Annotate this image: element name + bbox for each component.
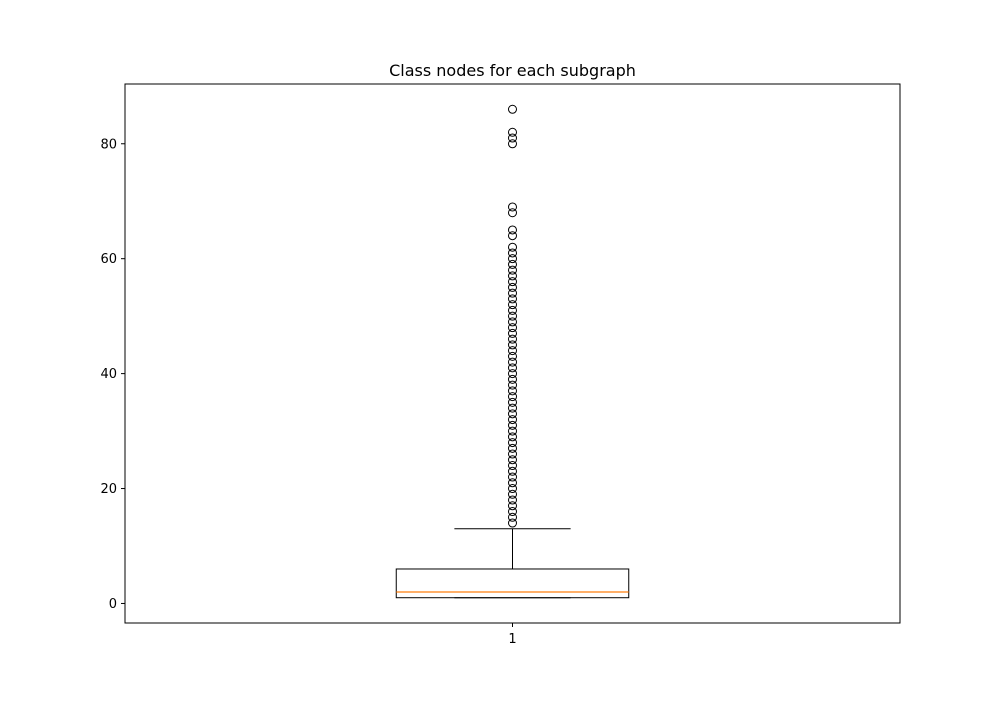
outlier-point — [508, 300, 517, 310]
outlier-point — [508, 323, 517, 333]
outlier-point — [508, 334, 517, 344]
outlier-point — [508, 294, 517, 304]
outlier-point — [508, 495, 517, 505]
outlier-point — [508, 346, 517, 356]
outlier-point — [508, 277, 517, 287]
outlier-point — [508, 455, 517, 465]
outlier-point — [508, 374, 517, 384]
outlier-point — [508, 305, 517, 315]
outlier-point — [508, 380, 517, 390]
outlier-point — [508, 392, 517, 402]
outlier-point — [508, 415, 517, 425]
outlier-point — [508, 351, 517, 361]
outlier-point — [508, 317, 517, 327]
outlier-point — [508, 512, 517, 522]
outlier-point — [508, 472, 517, 482]
outlier-point — [508, 225, 517, 235]
y-axis: 0 20 40 60 80 — [100, 137, 125, 612]
outlier-point — [508, 426, 517, 436]
outlier-point — [508, 369, 517, 379]
outlier-point — [508, 133, 517, 143]
outlier-point — [508, 420, 517, 430]
y-tick-label: 20 — [100, 482, 117, 497]
outlier-point — [508, 208, 517, 218]
outlier-point — [508, 432, 517, 442]
outlier-point — [508, 501, 517, 511]
outlier-point — [508, 202, 517, 212]
outlier-point — [508, 443, 517, 453]
outlier-point — [508, 397, 517, 407]
outlier-point — [508, 466, 517, 476]
outlier-point — [508, 328, 517, 338]
outlier-point — [508, 254, 517, 264]
outlier-point — [508, 363, 517, 373]
outlier-point — [508, 484, 517, 494]
outlier-point — [508, 248, 517, 258]
outlier-point — [508, 282, 517, 292]
outlier-point — [508, 507, 517, 517]
chart-title: Class nodes for each subgraph — [389, 61, 636, 80]
outlier-point — [508, 139, 517, 149]
iqr-box — [395, 568, 630, 599]
outlier-point — [508, 449, 517, 459]
x-tick-label: 1 — [508, 632, 516, 647]
outlier-point — [508, 104, 517, 114]
y-tick-label: 60 — [100, 252, 117, 267]
outlier-point — [508, 461, 517, 471]
box-marks — [395, 104, 630, 599]
outlier-point — [508, 231, 517, 241]
x-axis: 1 — [508, 623, 517, 647]
y-tick-label: 40 — [100, 367, 117, 382]
outlier-point — [508, 403, 517, 413]
outlier-point — [508, 386, 517, 396]
outlier-point — [508, 340, 517, 350]
box-1 — [395, 104, 630, 599]
outlier-point — [508, 438, 517, 448]
outlier-point — [508, 357, 517, 367]
outlier-point — [508, 259, 517, 269]
plot-frame — [124, 83, 901, 624]
outlier-point — [508, 518, 517, 528]
outlier-point — [508, 271, 517, 281]
outlier-point — [508, 288, 517, 298]
outlier-point — [508, 311, 517, 321]
outlier-point — [508, 409, 517, 419]
outlier-point — [508, 478, 517, 488]
y-tick-label: 80 — [100, 137, 117, 152]
outlier-point — [508, 242, 517, 252]
outlier-point — [508, 489, 517, 499]
y-tick-label: 0 — [109, 597, 117, 612]
outlier-point — [508, 265, 517, 275]
outlier-point — [508, 127, 517, 137]
